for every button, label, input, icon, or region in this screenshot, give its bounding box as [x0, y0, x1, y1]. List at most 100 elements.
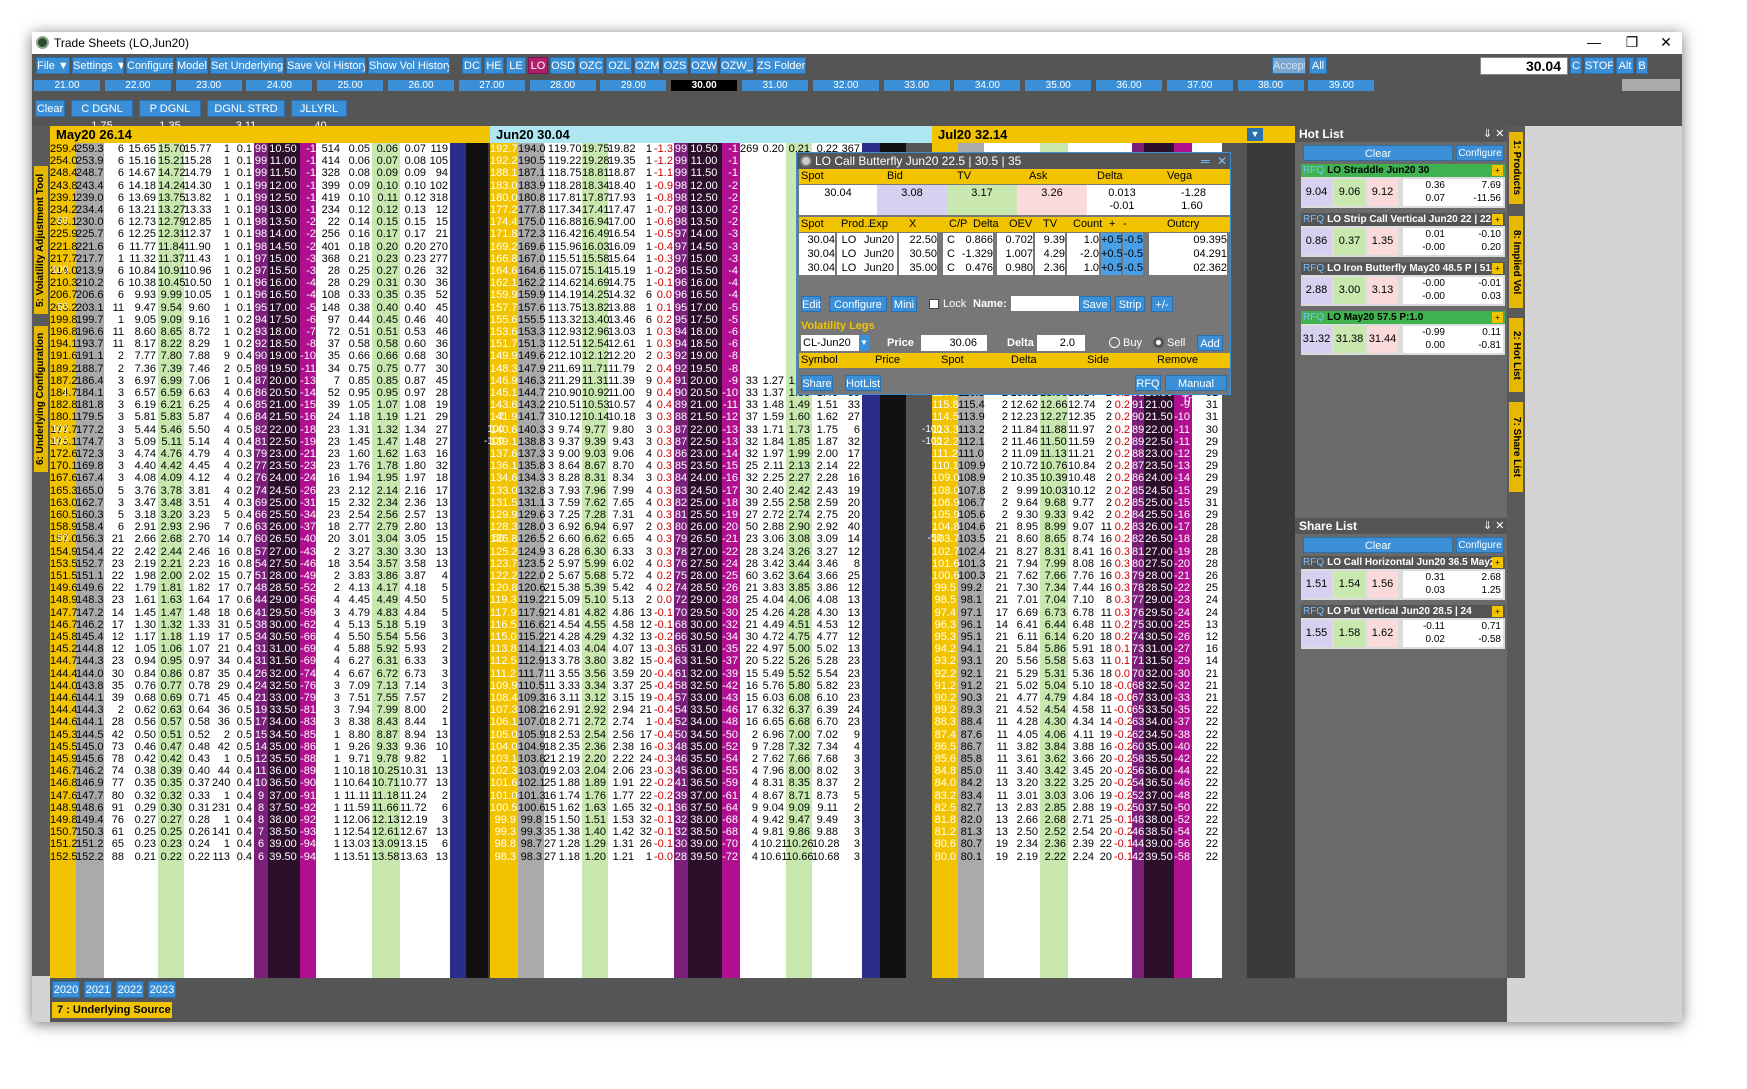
toolbar-settings-button[interactable]: Settings ▼: [72, 57, 124, 74]
chip-jllyrl-40-button[interactable]: JLLYRL .40: [291, 100, 347, 132]
star-icon[interactable]: +: [1492, 312, 1503, 323]
toolbar-zs-folder-button[interactable]: ZS Folder: [756, 57, 806, 74]
table-row[interactable]: 175.1 174.7 3 5.09 5.11 5.14 4 0.4 81 22.50 -19 23 1…: [50, 436, 1295, 448]
toolbar-configure-button[interactable]: Configure: [126, 57, 174, 74]
table-row[interactable]: 146.7 146.2 74 0.38 0.39 0.40 44 0.4 11 36.00 -89 1…: [50, 765, 1295, 777]
table-row[interactable]: 145.3 144.5 42 0.50 0.51 0.52 2 0.5 15 34.50 -85 1 8…: [50, 729, 1295, 741]
toolbar-ozs-button[interactable]: OZS: [662, 57, 688, 74]
strike-36-00-button[interactable]: 36.00: [1096, 80, 1162, 91]
strike-35-00-button[interactable]: 35.00: [1025, 80, 1092, 91]
toolbar-model-button[interactable]: Model: [176, 57, 208, 74]
table-row[interactable]: 146.8 146.9 77 0.35 0.35 0.37 240 0.4 10 36.50 -90…: [50, 777, 1295, 789]
table-row[interactable]: 189.2 188.7 2 7.36 7.39 7.46 2 0.5 89 19.50 -11 34 0…: [50, 363, 1295, 375]
edit-button[interactable]: Edit: [801, 296, 821, 312]
table-row[interactable]: 248.4 248.7 6 14.67 14.72 14.79 1 0.1 99 11.50 -1 3…: [50, 167, 1295, 179]
vol-price-input[interactable]: 30.06: [921, 335, 987, 351]
toolbar-all-button[interactable]: All: [1309, 57, 1327, 74]
strike-24-00-button[interactable]: 24.00: [246, 80, 313, 91]
tab-volatility-adjustment-tool[interactable]: 5: Volatility Adjustment Tool: [34, 166, 48, 314]
table-row[interactable]: 144.6 144.1 28 0.56 0.57 0.58 36 0.5 17 34.00 -83 3…: [50, 716, 1295, 728]
table-row[interactable]: 147.6 147.7 80 0.32 0.32 0.33 1 0.4 9 37.00 -91 1 11…: [50, 790, 1295, 802]
hotlist-button[interactable]: HotList: [845, 375, 881, 391]
table-row[interactable]: 151.2 151.2 65 0.23 0.23 0.24 1 0.4 6 39.00 -94 1 13…: [50, 838, 1295, 850]
table-row[interactable]: 206.7 206.6 6 9.93 9.99 10.05 1 0.1 96 16.50 -4 108…: [50, 289, 1295, 301]
strike-21-00-button[interactable]: 21.00: [34, 80, 100, 91]
strike-37-00-button[interactable]: 37.00: [1166, 80, 1233, 91]
strike-22-00-button[interactable]: 22.00: [104, 80, 171, 91]
table-row[interactable]: 160.5 160.3 5 3.18 3.20 3.23 5 0.4 66 25.50 -34 23 2…: [50, 509, 1295, 521]
sharelist-clear-button[interactable]: Clear: [1303, 537, 1453, 553]
year-2022-button[interactable]: 2022: [116, 981, 144, 998]
hotlist-card[interactable]: RFQ LO Straddle Jun20 30 +9.04 9.06 9.12 0.36…: [1301, 164, 1505, 208]
vol-symbol-input[interactable]: CL-Jun20 F: [801, 335, 859, 365]
table-row[interactable]: 145.2 144.8 12 1.05 1.06 1.07 21 0.4 31 31.00 -69 4…: [50, 643, 1295, 655]
toolbar-lo-button[interactable]: LO: [528, 57, 548, 74]
table-row[interactable]: 243.8 243.4 6 14.18 14.24 14.30 1 0.1 99 12.00 -1 3…: [50, 180, 1295, 192]
tab-implied-vol[interactable]: 8: Implied Vol: [1509, 216, 1523, 308]
table-row[interactable]: 194.1 193.7 11 8.17 8.22 8.29 1 0.2 92 18.50 -8 37 0…: [50, 338, 1295, 350]
table-row[interactable]: 170.1 169.8 3 4.40 4.42 4.45 4 0.2 77 23.50 -23 23 1…: [50, 460, 1295, 472]
table-row[interactable]: 234.2 234.4 6 13.21 13.27 13.33 1 0.1 99 13.00 -1 2…: [50, 204, 1295, 216]
table-row[interactable]: 153.5 152.7 23 2.19 2.21 2.23 16 0.8 54 27.50 -46 1…: [50, 558, 1295, 570]
toolbar-ozm-button[interactable]: OZM: [634, 57, 660, 74]
configure-button[interactable]: Configure: [829, 296, 887, 312]
table-row[interactable]: 145.8 145.4 12 1.17 1.18 1.19 17 0.5 34 30.50 -66 4…: [50, 631, 1295, 643]
vol-symbol-dropdown-icon[interactable]: ▼: [859, 335, 869, 351]
table-row[interactable]: 144.6 144.1 39 0.68 0.69 0.71 45 0.4 21 33.00 -79 3…: [50, 692, 1295, 704]
toolbar-ozw-j-button[interactable]: OZW_J: [720, 57, 754, 74]
table-row[interactable]: 163.0 162.7 3 3.47 3.48 3.51 4 0.3 69 25.00 -31 15 2…: [50, 497, 1295, 509]
hotlist-card[interactable]: RFQ LO Strip Call Vertical Jun20 22 | 22.…: [1301, 213, 1505, 257]
toolbar-accept-button[interactable]: Accept: [1272, 57, 1306, 74]
toolbar-osd-button[interactable]: OSD: [550, 57, 576, 74]
hotlist-clear-button[interactable]: Clear: [1303, 145, 1453, 161]
table-row[interactable]: 149.6 149.6 22 1.79 1.81 1.82 17 0.7 48 28.50 -52 2…: [50, 582, 1295, 594]
table-row[interactable]: 210.3 210.2 6 10.38 10.45 10.50 1 0.1 96 16.00 -4 2…: [50, 277, 1295, 289]
toolbar-he-button[interactable]: HE: [484, 57, 504, 74]
star-icon[interactable]: +: [1492, 214, 1503, 225]
year-2023-button[interactable]: 2023: [148, 981, 176, 998]
table-row[interactable]: 254.0 253.9 6 15.16 15.21 15.28 1 0.1 99 11.00 -1 4…: [50, 155, 1295, 167]
toolbar-b-button[interactable]: B: [1636, 57, 1648, 74]
strike-38-00-button[interactable]: 38.00: [1237, 80, 1304, 91]
toolbar-save-vol-history-button[interactable]: Save Vol History: [286, 57, 366, 74]
toolbar-show-vol-history-button[interactable]: Show Vol History: [368, 57, 450, 74]
year-2021-button[interactable]: 2021: [84, 981, 112, 998]
table-row[interactable]: 145.9 145.6 78 0.42 0.42 0.43 1 0.5 12 35.50 -88 1 9…: [50, 753, 1295, 765]
table-row[interactable]: 167.6 167.4 3 4.08 4.09 4.12 4 0.2 76 24.00 -24 16 1…: [50, 472, 1295, 484]
toolbar-set-underlyings-button[interactable]: Set Underlyings: [210, 57, 284, 74]
tab-underlying-configuration[interactable]: 6: Underlying Configuration: [34, 326, 48, 472]
tab-hot-list[interactable]: 2: Hot List: [1509, 318, 1523, 392]
table-row[interactable]: 151.5 151.1 22 1.98 2.00 2.02 15 0.7 51 28.00 -49 2…: [50, 570, 1295, 582]
table-row[interactable]: 217.7 217.7 1 11.32 11.37 11.43 1 0.1 97 15.00 -3 3…: [50, 253, 1295, 265]
hotlist-card[interactable]: RFQ LO Iron Butterfly May20 48.5 P | 51..…: [1301, 262, 1505, 306]
toolbar-ozw-button[interactable]: OZW: [690, 57, 718, 74]
table-row[interactable]: 146.7 146.2 17 1.30 1.32 1.33 31 0.5 38 30.00 -62 4…: [50, 619, 1295, 631]
table-row[interactable]: 172.6 172.3 3 4.74 4.76 4.79 4 0.3 79 23.00 -21 23 1…: [50, 448, 1295, 460]
chip-clear-button[interactable]: Clear: [35, 100, 65, 117]
strike-31-00-button[interactable]: 31.00: [742, 80, 808, 91]
table-row[interactable]: 196.8 196.6 11 8.60 8.65 8.72 1 0.2 93 18.00 -7 72 0…: [50, 326, 1295, 338]
chip-p-dgnl-1-35-button[interactable]: P DGNL 1.35: [139, 100, 201, 132]
tab-share-list[interactable]: 7: Share List: [1509, 402, 1523, 492]
underlying-source-tab[interactable]: 7 : Underlying Source: [52, 1002, 172, 1018]
strike-27-00-button[interactable]: 27.00: [458, 80, 525, 91]
table-row[interactable]: 239.1 239.0 6 13.69 13.75 13.82 1 0.1 99 12.50 -1 4…: [50, 192, 1295, 204]
hotlist-configure-button[interactable]: Configure: [1456, 145, 1504, 161]
table-row[interactable]: 144.0 143.8 35 0.76 0.77 0.78 29 0.4 24 32.50 -76 3…: [50, 680, 1295, 692]
restore-icon[interactable]: ❐: [1625, 34, 1639, 50]
star-icon[interactable]: +: [1492, 606, 1503, 617]
chip-dgnl-strd-3-11-button[interactable]: DGNL STRD 3.11: [207, 100, 285, 132]
strike-25-00-button[interactable]: 25.00: [317, 80, 384, 91]
buy-radio[interactable]: [1109, 337, 1120, 348]
save-button[interactable]: Save: [1079, 296, 1111, 312]
table-row[interactable]: 165.3 165.0 5 3.76 3.78 3.81 4 0.2 74 24.50 -26 23 2…: [50, 485, 1295, 497]
strike-29-00-button[interactable]: 29.00: [600, 80, 667, 91]
share-button[interactable]: Share: [801, 375, 833, 391]
toolbar-ozl-button[interactable]: OZL: [606, 57, 632, 74]
toolbar-ozc-button[interactable]: OZC: [578, 57, 604, 74]
vol-delta-input[interactable]: 2.0: [1037, 335, 1085, 351]
strike-28-00-button[interactable]: 28.00: [529, 80, 596, 91]
chevron-down-icon[interactable]: ▼: [1247, 128, 1263, 141]
dialog-pin-icon[interactable]: ═: [1201, 154, 1210, 168]
table-row[interactable]: 225.9 225.7 6 12.25 12.31 12.37 1 0.1 98 14.00 -2 2…: [50, 228, 1295, 240]
